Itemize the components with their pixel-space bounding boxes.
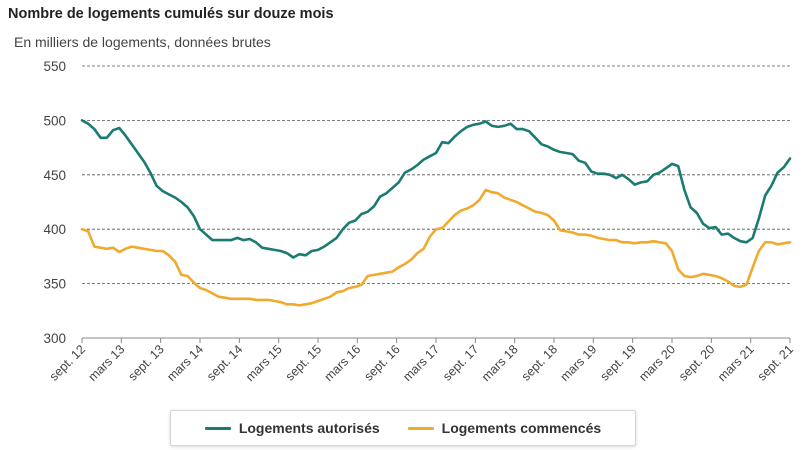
legend-swatch-autorises (204, 426, 231, 430)
x-tick-label-6: sept. 15 (283, 342, 324, 383)
x-tick-label-0: sept. 12 (47, 342, 88, 383)
y-tick-label-350: 350 (43, 277, 66, 292)
chart-title: Nombre de logements cumulés sur douze mo… (8, 6, 334, 22)
x-tick-label-1: mars 13 (86, 342, 128, 384)
x-tick-label-15: mars 20 (636, 342, 678, 384)
x-tick-label-16: sept. 20 (676, 342, 717, 383)
x-tick-label-17: mars 21 (715, 342, 757, 384)
x-tick-label-2: sept. 13 (125, 342, 166, 383)
y-tick-label-300: 300 (43, 331, 66, 346)
x-tick-label-11: mars 18 (479, 342, 521, 384)
chart-legend: Logements autorisés Logements commencés (170, 410, 636, 446)
x-tick-label-18: sept. 21 (755, 342, 796, 383)
x-tick-label-13: mars 19 (558, 342, 600, 384)
x-tick-label-5: mars 15 (243, 342, 285, 384)
x-tick-label-4: sept. 14 (204, 342, 245, 383)
legend-label-autorises: Logements autorisés (238, 420, 380, 436)
x-tick-label-8: sept. 16 (361, 342, 402, 383)
x-tick-label-7: mars 16 (322, 342, 364, 384)
x-tick-label-12: sept. 18 (519, 342, 560, 383)
y-tick-label-450: 450 (43, 168, 66, 183)
series-line-0 (80, 119, 792, 259)
x-tick-label-10: sept. 17 (440, 342, 481, 383)
series-line-1 (80, 188, 792, 307)
legend-swatch-commences (407, 426, 434, 430)
y-tick-label-500: 500 (43, 113, 66, 128)
x-tick-label-3: mars 14 (164, 342, 206, 384)
y-tick-label-400: 400 (43, 222, 66, 237)
legend-item-autorises[interactable]: Logements autorisés (204, 420, 380, 436)
x-tick-label-14: sept. 19 (597, 342, 638, 383)
x-tick-label-9: mars 17 (400, 342, 442, 384)
legend-item-commences[interactable]: Logements commencés (407, 420, 602, 436)
y-tick-label-550: 550 (43, 59, 66, 74)
chart-subtitle: En milliers de logements, données brutes (14, 34, 271, 50)
legend-label-commences: Logements commencés (441, 420, 602, 436)
